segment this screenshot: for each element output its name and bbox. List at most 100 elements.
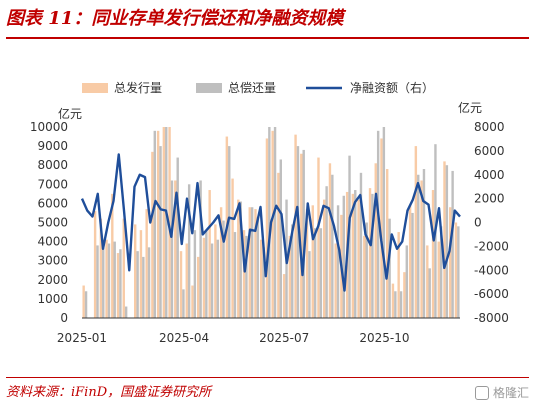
issuance-bar [237, 199, 240, 318]
y-right-tick-label: -4000 [474, 263, 509, 277]
issuance-bar [191, 285, 194, 318]
repayment-bar [319, 228, 323, 318]
repayment-bar [296, 146, 300, 318]
y-axis-left-label: 亿元 [58, 106, 82, 121]
y-left-tick-label: 8000 [37, 158, 68, 172]
repayment-bar [96, 245, 99, 318]
issuance-bar [162, 127, 166, 318]
issuance-bar [351, 193, 355, 318]
issuance-bar [368, 188, 372, 318]
repayment-bar [336, 205, 340, 318]
y-left-tick-label: 3000 [37, 254, 68, 268]
repayment-bar [371, 193, 374, 318]
repayment-bar [182, 289, 185, 318]
repayment-bar [142, 256, 145, 318]
repayment-bar [147, 247, 151, 318]
y-right-tick-label: 0 [474, 216, 482, 230]
repayment-bar [193, 230, 197, 318]
y-right-tick-label: -2000 [474, 239, 509, 253]
issuance-bar [185, 243, 188, 318]
repayment-bar [239, 201, 242, 318]
issuance-bar [82, 285, 85, 318]
repayment-bar [365, 222, 368, 318]
issuance-bar [139, 230, 143, 318]
issuance-bar [305, 209, 309, 318]
y-left-tick-label: 2000 [37, 273, 68, 287]
repayment-bar [439, 226, 443, 318]
y-left-tick-label: 4000 [37, 235, 68, 249]
legend-swatch-1 [82, 83, 108, 93]
repayment-bar [170, 180, 174, 318]
repayment-bar [394, 291, 397, 318]
repayment-bar [388, 218, 391, 318]
repayment-bar [256, 216, 260, 318]
x-tick-label: 2025-10 [359, 331, 409, 345]
y-right-tick-label: 6000 [474, 144, 505, 158]
y-left-tick-label: 7000 [37, 177, 68, 191]
repayment-bar [102, 243, 105, 318]
net-financing-line [80, 153, 461, 292]
repayment-bar [331, 174, 334, 318]
y-axis-right-label: 亿元 [458, 100, 482, 115]
repayment-bar [159, 146, 162, 318]
issuance-bar [231, 178, 234, 318]
issuance-bar [408, 205, 412, 318]
repayment-bar [451, 170, 454, 318]
issuance-bar [311, 205, 314, 318]
title-divider [6, 37, 529, 39]
repayment-bar [399, 291, 403, 318]
repayment-bar [187, 184, 191, 318]
issuance-bar [374, 163, 377, 318]
repayment-bar [199, 180, 202, 318]
legend-label-3: 净融资额（右） [350, 80, 434, 95]
issuance-bar [420, 180, 423, 318]
repayment-bar [113, 241, 116, 318]
issuance-bar [380, 138, 383, 318]
repayment-bar [205, 230, 208, 318]
repayment-bar [268, 127, 271, 318]
issuance-bar [363, 235, 366, 318]
issuance-bar [431, 190, 435, 318]
source-divider [6, 377, 529, 378]
repayment-bar [273, 127, 277, 318]
repayment-bar [445, 165, 449, 318]
issuance-bar [105, 239, 108, 318]
issuance-bar [454, 222, 458, 318]
repayment-bar [119, 249, 122, 318]
repayment-bar [411, 212, 414, 318]
source-note: 资料来源：iFinD，国盛证券研究所 [6, 385, 212, 400]
line-series [80, 153, 461, 292]
issuance-bar [323, 199, 326, 318]
x-tick-label: 2025-04 [159, 331, 209, 345]
y-left-tick-label: 5000 [37, 216, 68, 230]
watermark: 格隆汇 [474, 384, 529, 401]
repayment-bar [216, 239, 219, 318]
issuance-bar [294, 134, 297, 318]
issuance-bar [179, 251, 183, 318]
repayment-bar [153, 130, 156, 318]
issuance-bar [208, 190, 211, 318]
repayment-bar [457, 226, 460, 318]
repayment-bar [359, 172, 363, 318]
issuance-bar [437, 241, 440, 318]
repayment-bar [233, 232, 237, 318]
repayment-bar [136, 251, 139, 318]
repayment-bar [382, 127, 386, 318]
repayment-bar [165, 127, 168, 318]
repayment-bar [107, 243, 111, 318]
issuance-bar [403, 272, 406, 318]
repayment-bar [250, 207, 254, 318]
issuance-bar [443, 161, 446, 318]
issuance-bar [134, 224, 137, 318]
y-right-tick-label: 4000 [474, 168, 505, 182]
watermark-text: 格隆汇 [492, 386, 529, 400]
y-axis-left: 0 1000 2000 3000 4000 5000 6000 7000 8000 9000 100… [30, 120, 68, 325]
repayment-bar [405, 245, 408, 318]
repayment-bar [245, 235, 248, 318]
repayment-bar [222, 220, 225, 318]
issuance-bar [317, 157, 320, 318]
repayment-bar [422, 169, 426, 318]
issuance-bar [271, 130, 274, 318]
issuance-bar [214, 224, 217, 318]
y-right-tick-label: 2000 [474, 192, 505, 206]
